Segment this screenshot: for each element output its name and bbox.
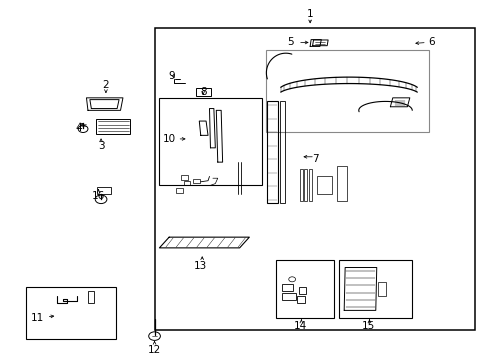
Text: 8: 8 [200,87,206,98]
Bar [282,293,295,300]
Bar [308,169,311,202]
Bar [267,102,277,203]
Bar [26,287,116,339]
Text: 15: 15 [361,321,374,332]
Bar [193,179,200,183]
Text: 13: 13 [194,261,207,271]
Bar [154,28,474,330]
Text: 4: 4 [76,123,82,133]
Bar [317,176,331,194]
Text: 5: 5 [287,37,293,48]
Bar [88,292,94,303]
Bar [183,181,190,185]
Bar [279,102,285,203]
Bar [97,187,111,194]
Bar [377,282,385,296]
Text: 12: 12 [148,345,161,355]
Bar [276,260,334,318]
Bar [266,50,428,132]
Bar [336,166,346,202]
Bar [300,169,303,202]
Bar [176,188,183,193]
Text: 11: 11 [31,312,44,323]
Text: 3: 3 [98,141,104,151]
Bar [96,119,130,134]
Bar [159,98,261,185]
Bar [282,284,292,291]
Text: 1: 1 [306,9,313,19]
Bar [296,296,305,303]
Text: 9: 9 [168,71,175,81]
Text: 6: 6 [427,37,434,48]
Bar [196,88,211,96]
Text: 10: 10 [162,134,175,144]
Bar [304,169,306,202]
Text: 2: 2 [102,80,109,90]
Bar [298,287,305,294]
Bar [181,175,187,180]
Text: 14: 14 [293,321,306,332]
Bar [339,260,411,318]
Text: 7: 7 [311,154,318,163]
Text: 16: 16 [92,191,105,201]
